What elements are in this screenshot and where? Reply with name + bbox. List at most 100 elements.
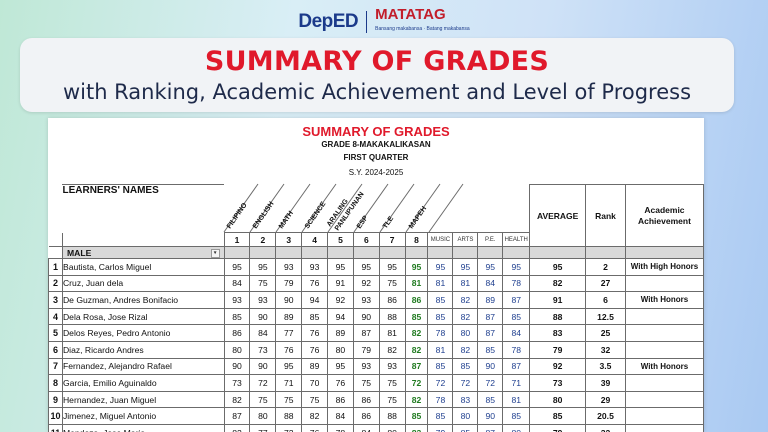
rank-value: 27: [585, 274, 626, 293]
average-value: 83: [529, 324, 587, 342]
subject-grade: 93: [249, 291, 277, 309]
subject-grade: 76: [301, 324, 329, 342]
learner-name: Jimenez, Miguel Antonio: [61, 407, 225, 425]
subject-grade: 72: [249, 374, 277, 392]
mapeh-grade: 95: [404, 258, 429, 276]
row-number: 4: [48, 307, 63, 326]
sheet-title: SUMMARY OF GRADES: [302, 124, 450, 139]
subject-grade: 75: [378, 390, 406, 409]
rank-value: 32: [585, 340, 626, 359]
sheet-quarter: FIRST QUARTER: [343, 153, 409, 162]
mapeh-grade: 87: [404, 357, 429, 376]
deped-logo: DepED: [298, 11, 359, 32]
mapeh-pe-header: P.E.: [477, 232, 504, 247]
table-row: 8 Garcia, Emilio Aguinaldo 73 72 71 70 76 75 75 7…: [48, 374, 704, 392]
learner-name: Mendoza, Jose Maria: [61, 423, 225, 432]
average-value: 85: [529, 407, 587, 425]
subject-grade: 95: [275, 357, 303, 376]
subject-grade: 82: [301, 407, 329, 425]
mapeh-grade: 82: [404, 390, 429, 409]
subject-grade: 89: [301, 357, 329, 376]
average-value: 88: [529, 307, 587, 326]
mapeh-component-grade: 87: [477, 307, 504, 326]
subject-number: 5: [327, 232, 354, 247]
average-header: AVERAGE: [529, 184, 587, 247]
mapeh-grade: 85: [404, 307, 429, 326]
table-row: 10 Jimenez, Miguel Antonio 87 80 88 82 84 86 88 8…: [48, 407, 704, 425]
mapeh-grade: 82: [404, 324, 429, 342]
mapeh-component-grade: 85: [427, 407, 454, 425]
mapeh-component-grade: 87: [477, 423, 504, 432]
row-number: 5: [48, 324, 63, 342]
row-number: 7: [48, 357, 63, 376]
subject-grade: 90: [249, 307, 277, 326]
subject-grade: 88: [378, 407, 406, 425]
learners-names-header: LEARNERS' NAMES: [62, 184, 225, 233]
mapeh-component-grade: 95: [502, 258, 531, 276]
subject-grade: 91: [327, 274, 354, 293]
rank-value: 29: [585, 390, 626, 409]
mapeh-component-grade: 71: [502, 374, 531, 392]
average-value: 82: [529, 274, 587, 293]
table-row: 1 Bautista, Carlos Miguel 95 95 93 93 95 95 95 95…: [48, 258, 704, 276]
filter-dropdown-icon[interactable]: ▾: [210, 248, 220, 258]
mapeh-grade: 83: [404, 423, 429, 432]
group-label: MALE ▾: [61, 246, 225, 259]
average-value: 91: [529, 291, 587, 309]
subject-grade: 86: [327, 390, 354, 409]
average-value: 92: [529, 357, 587, 376]
subject-grade: 75: [352, 374, 380, 392]
subject-grade: 88: [275, 407, 303, 425]
subject-grade: 90: [352, 307, 380, 326]
mapeh-component-grade: 81: [427, 274, 454, 293]
learner-name: Fernandez, Alejandro Rafael: [61, 357, 225, 376]
mapeh-component-grade: 72: [477, 374, 504, 392]
achievement-value: [624, 407, 704, 425]
learner-name: Cruz, Juan dela: [61, 274, 225, 293]
mapeh-component-grade: 72: [427, 374, 454, 392]
rank-value: 3.5: [585, 357, 626, 376]
spreadsheet-image: SUMMARY OF GRADES GRADE 8-MAKAKALIKASAN …: [48, 118, 704, 432]
subject-grade: 92: [327, 291, 354, 309]
average-value: 79: [529, 423, 587, 432]
row-number: 9: [48, 390, 63, 409]
subject-grade: 95: [378, 258, 406, 276]
average-value: 95: [529, 258, 587, 276]
subject-number: 1: [223, 232, 251, 247]
mapeh-grade: 82: [404, 340, 429, 359]
mapeh-component-grade: 87: [477, 324, 504, 342]
mapeh-component-grade: 81: [502, 390, 531, 409]
achievement-value: With Honors: [624, 357, 704, 376]
subject-grade: 95: [352, 258, 380, 276]
subject-grade: 86: [378, 291, 406, 309]
mapeh-component-grade: 95: [477, 258, 504, 276]
learner-name: Diaz, Ricardo Andres: [61, 340, 225, 359]
mapeh-component-grade: 87: [502, 357, 531, 376]
header-row: LEARNERS' NAMES AVERAGE Rank Academic Ac…: [49, 184, 704, 247]
brand-logos: DepED MATATAG Bansang makabansa · Batang…: [0, 7, 768, 36]
subject-grade: 94: [327, 307, 354, 326]
mapeh-component-grade: 85: [452, 423, 479, 432]
subject-grade: 93: [301, 258, 329, 276]
subject-grade: 86: [352, 390, 380, 409]
subject-grade: 85: [301, 307, 329, 326]
mapeh-component-grade: 82: [452, 307, 479, 326]
mapeh-component-grade: 85: [427, 291, 454, 309]
grades-table: LEARNERS' NAMES AVERAGE Rank Academic Ac…: [48, 184, 704, 432]
rank-header: Rank: [585, 184, 626, 247]
mapeh-component-grade: 85: [477, 390, 504, 409]
table-row: 2 Cruz, Juan dela 84 75 79 76 91 92 75 81 81 81 84 78…: [48, 274, 704, 293]
average-value: 73: [529, 374, 587, 392]
table-row: 5 Delos Reyes, Pedro Antonio 86 84 77 76 89 87 8…: [48, 324, 704, 342]
mapeh-component-grade: 84: [477, 274, 504, 293]
achievement-value: With Honors: [624, 291, 704, 309]
achievement-header: Academic Achievement: [624, 184, 704, 247]
subject-grade: 93: [378, 357, 406, 376]
row-number: 3: [48, 291, 63, 309]
mapeh-component-grade: 95: [427, 258, 454, 276]
learner-name: Delos Reyes, Pedro Antonio: [61, 324, 225, 342]
row-number: 10: [48, 407, 63, 425]
mapeh-grade: 85: [404, 407, 429, 425]
subject-number: 7: [378, 232, 406, 247]
row-number: 11: [48, 423, 63, 432]
